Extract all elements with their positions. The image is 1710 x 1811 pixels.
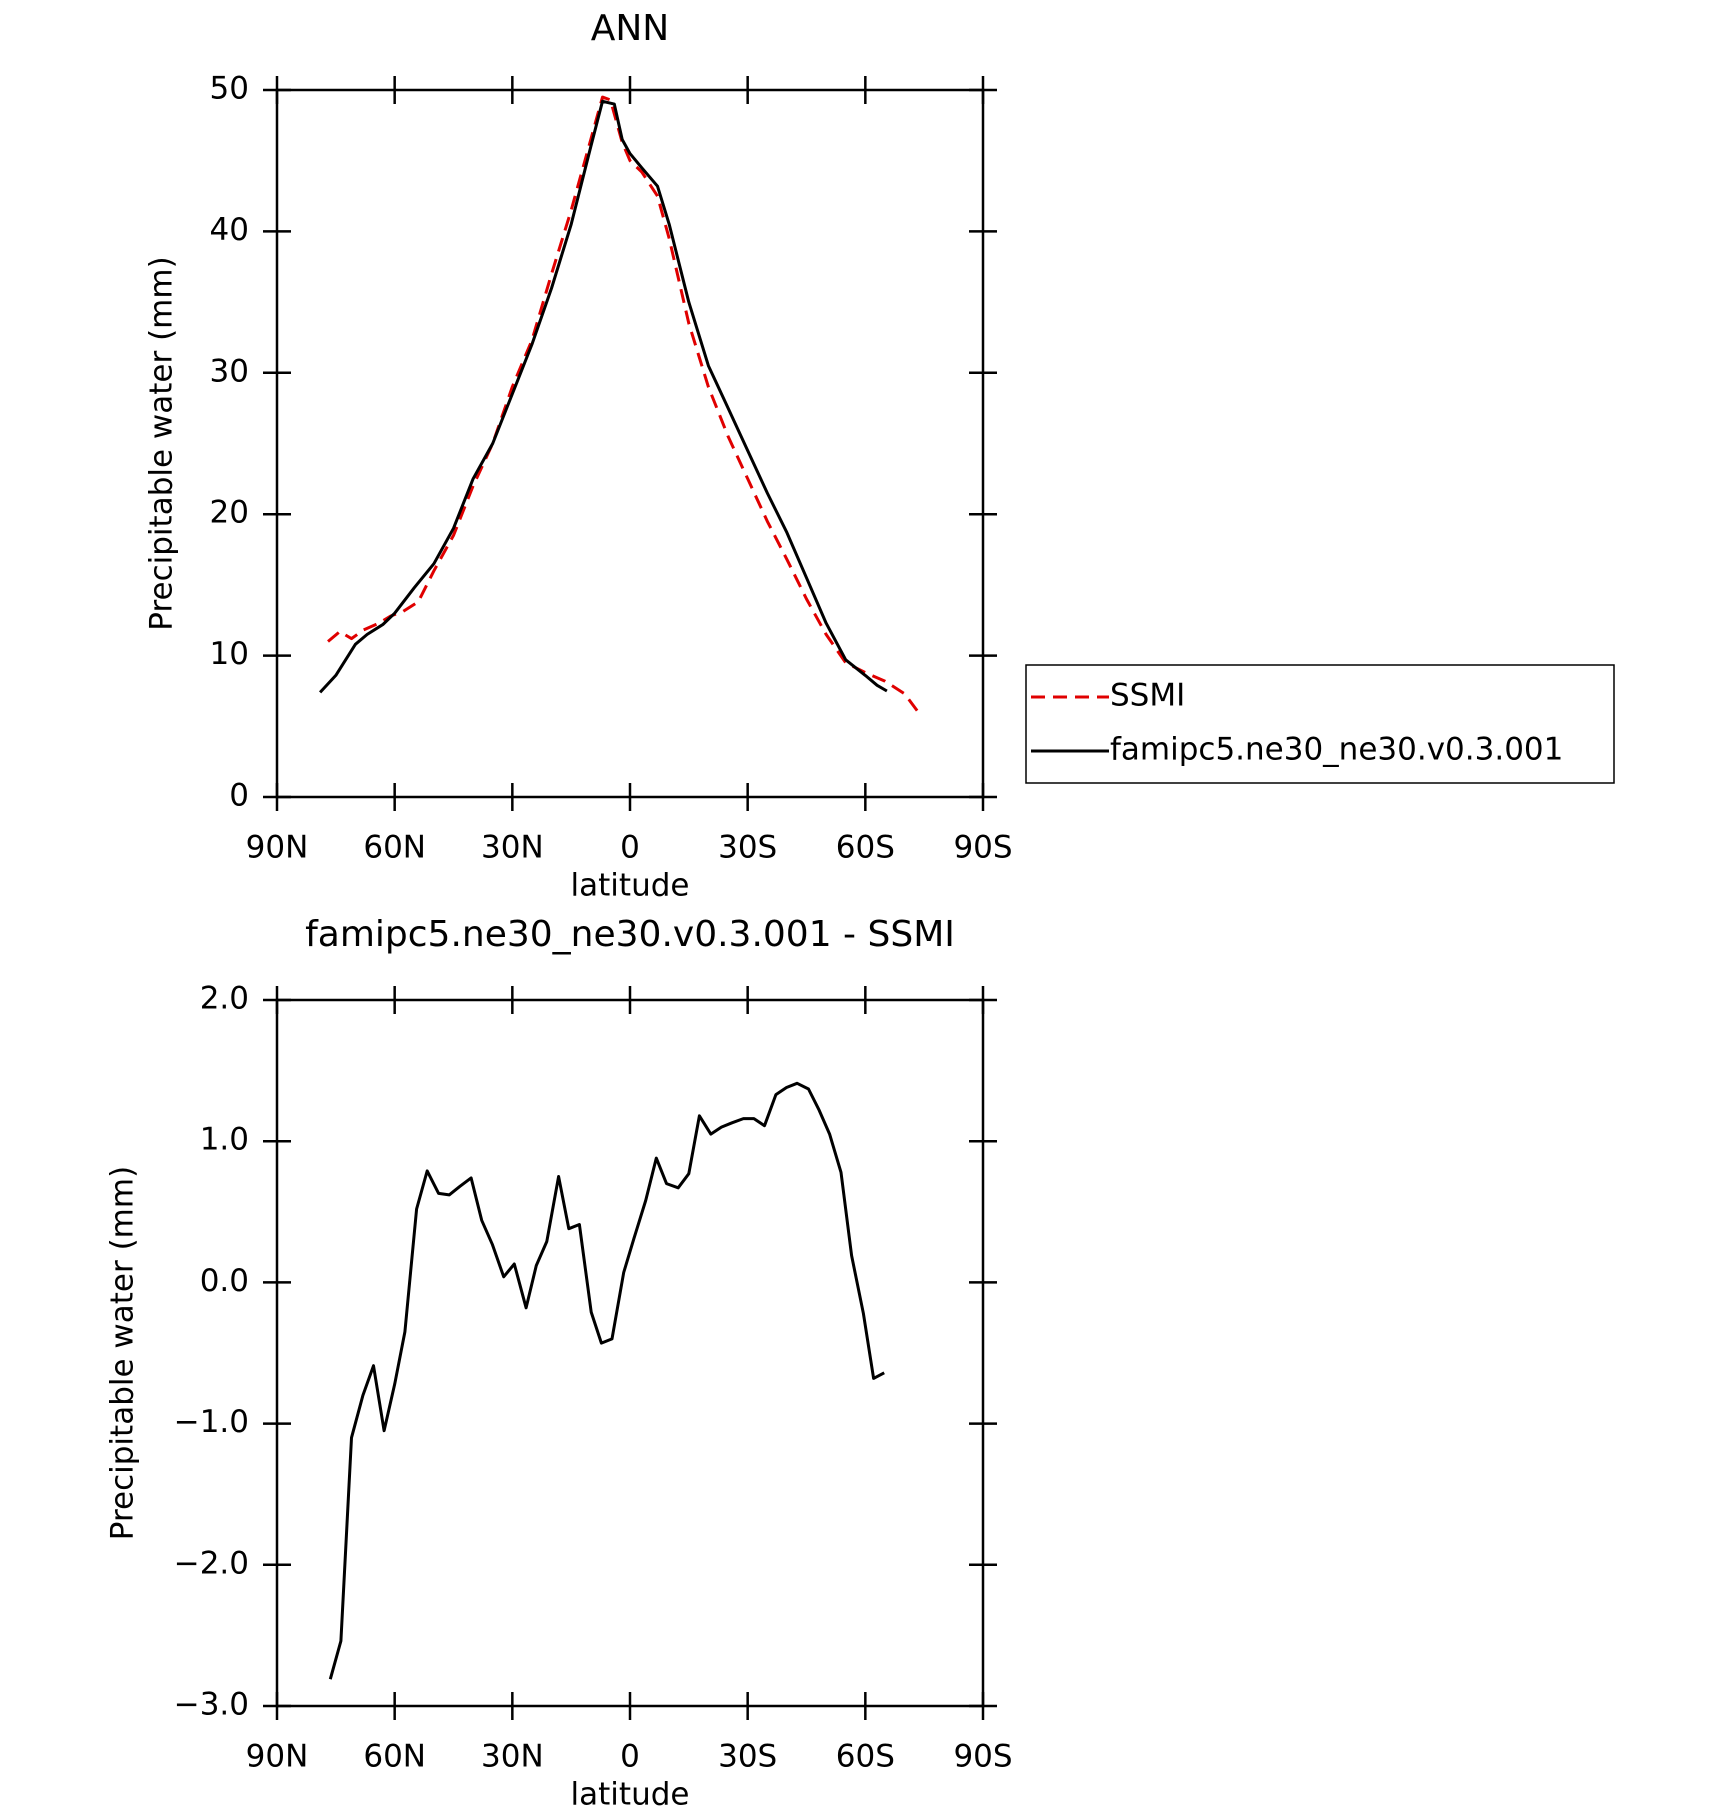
x-tick-label: 0	[620, 1739, 640, 1775]
plot-frame	[275, 88, 985, 799]
y-axis-label: Precipitable water (mm)	[144, 256, 180, 630]
y-tick-label: −1.0	[174, 1404, 249, 1440]
x-tick-label: 30S	[718, 830, 777, 866]
y-tick-label: −2.0	[174, 1545, 249, 1581]
y-tick-label: 50	[210, 71, 249, 107]
x-tick-label: 30S	[718, 1739, 777, 1775]
x-tick-label: 30N	[481, 830, 544, 866]
chart-title: famipc5.ne30_ne30.v0.3.001 - SSMI	[305, 914, 955, 955]
x-tick-label: 90N	[246, 1739, 309, 1775]
x-tick-label: 0	[620, 830, 640, 866]
y-tick-label: 0	[229, 778, 249, 814]
y-tick-label: 10	[210, 636, 249, 672]
y-tick-label: 30	[210, 353, 249, 389]
y-tick-label: −3.0	[174, 1687, 249, 1723]
data-line	[318, 99, 888, 694]
data-line	[327, 95, 920, 714]
x-tick-label: 30N	[481, 1739, 544, 1775]
x-tick-label: 90N	[246, 830, 309, 866]
x-axis-label: latitude	[571, 1777, 690, 1811]
x-axis-label: latitude	[571, 868, 690, 904]
legend-box	[1025, 664, 1615, 784]
plot-frame	[275, 998, 985, 1708]
y-tick-label: 0.0	[200, 1263, 249, 1299]
legend-label: famipc5.ne30_ne30.v0.3.001	[1110, 732, 1563, 768]
x-tick-label: 90S	[953, 830, 1012, 866]
y-axis-label: Precipitable water (mm)	[105, 1166, 141, 1540]
x-tick-label: 90S	[953, 1739, 1012, 1775]
y-tick-label: 40	[210, 212, 249, 248]
y-tick-label: 20	[210, 495, 249, 531]
chart-title: ANN	[591, 8, 670, 49]
x-tick-label: 60S	[836, 830, 895, 866]
x-tick-label: 60N	[363, 1739, 426, 1775]
y-tick-label: 1.0	[200, 1122, 249, 1158]
x-tick-label: 60S	[836, 1739, 895, 1775]
legend-label: SSMI	[1110, 678, 1185, 714]
x-tick-label: 60N	[363, 830, 426, 866]
data-line	[328, 1081, 885, 1680]
y-tick-label: 2.0	[200, 981, 249, 1017]
